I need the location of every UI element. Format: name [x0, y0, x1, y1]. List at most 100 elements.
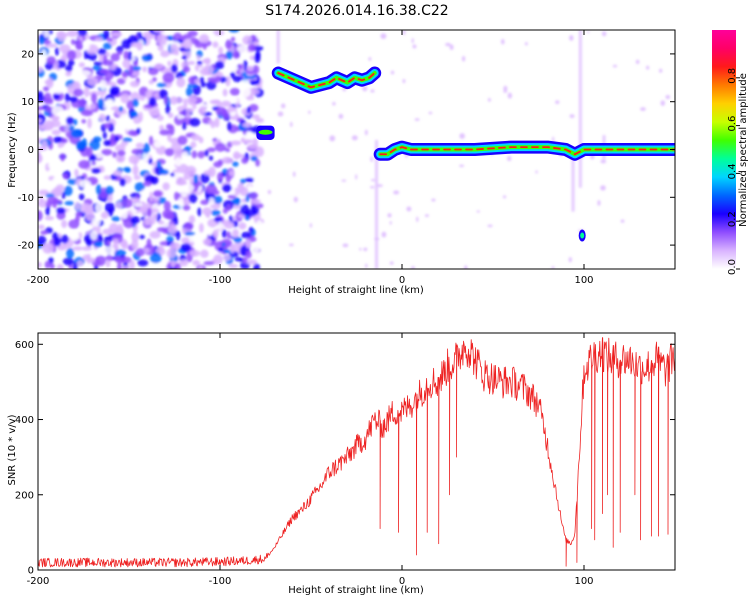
noise-speck: [131, 239, 139, 250]
noise-speck: [77, 30, 88, 37]
noise-speck: [225, 50, 233, 60]
noise-speck: [99, 79, 107, 91]
snr-y-tick-label: 200: [15, 490, 34, 501]
faint-speck: [292, 171, 296, 177]
noise-speck: [95, 184, 102, 195]
noise-speck: [242, 256, 248, 264]
noise-speck: [165, 104, 171, 115]
faint-speck: [380, 33, 387, 39]
noise-speck: [162, 182, 170, 191]
noise-speck: [72, 262, 79, 269]
noise-speck: [149, 191, 154, 203]
noise-speck: [196, 55, 201, 61]
noise-speck: [222, 208, 228, 214]
noise-speck: [156, 82, 167, 88]
noise-speck: [136, 41, 143, 51]
noise-speck: [240, 231, 252, 239]
noise-speck: [79, 97, 86, 109]
upper-branch-peak: [277, 72, 376, 89]
snr-x-tick-label: 0: [399, 576, 405, 587]
noise-speck: [38, 35, 46, 45]
noise-speck: [121, 38, 133, 49]
noise-speck: [216, 172, 224, 182]
noise-speck: [255, 159, 260, 167]
noise-speck: [86, 132, 92, 138]
faint-speck: [459, 133, 465, 139]
noise-speck: [156, 212, 161, 223]
noise-speck: [255, 117, 265, 123]
noise-speck: [202, 207, 212, 216]
noise-speck: [53, 236, 62, 247]
noise-speck: [54, 47, 60, 56]
noise-speck: [185, 112, 191, 119]
noise-speck: [67, 59, 75, 67]
noise-speck: [146, 61, 157, 68]
noise-speck: [183, 145, 193, 151]
colorbar-tick-label: 0.2: [727, 211, 738, 227]
faint-speck: [387, 213, 392, 218]
main-branch-peak: [379, 146, 675, 156]
noise-speck: [181, 55, 188, 60]
noise-speck: [177, 135, 188, 146]
noise-speck: [105, 260, 111, 268]
noise-speck: [38, 210, 43, 222]
noise-speck: [113, 170, 123, 176]
noise-speck: [83, 86, 90, 98]
noise-speck: [69, 96, 78, 103]
noise-speck: [120, 256, 132, 264]
noise-speck: [183, 98, 188, 109]
noise-speck: [154, 63, 164, 70]
noise-speck: [146, 207, 152, 218]
noise-speck: [202, 238, 212, 246]
noise-speck: [164, 148, 175, 157]
noise-speck: [202, 42, 207, 50]
noise-speck: [221, 108, 226, 115]
noise-speck: [38, 235, 47, 246]
noise-speck: [53, 87, 64, 94]
noise-speck: [218, 46, 224, 55]
noise-speck: [107, 196, 113, 202]
noise-speck: [75, 39, 82, 50]
noise-speck: [208, 131, 216, 138]
colorbar-gradient: [712, 30, 736, 269]
noise-speck: [157, 44, 164, 52]
noise-speck: [251, 114, 260, 120]
faint-speck: [665, 94, 671, 100]
noise-speck: [38, 152, 42, 163]
faint-speck: [461, 55, 466, 62]
noise-speck: [97, 98, 105, 110]
noise-speck: [143, 247, 150, 254]
noise-speck: [200, 249, 209, 258]
noise-speck: [217, 220, 223, 231]
spectrogram-y-tick-label: 10: [21, 97, 34, 108]
faint-speck: [364, 129, 368, 136]
noise-speck: [67, 178, 78, 185]
noise-speck: [131, 71, 140, 77]
noise-speck: [209, 99, 221, 105]
faint-speck: [341, 179, 347, 182]
faint-speck: [428, 111, 433, 115]
noise-speck: [182, 204, 191, 211]
noise-speck: [115, 153, 126, 163]
noise-speck: [139, 95, 146, 101]
noise-speck: [245, 74, 256, 80]
noise-speck: [244, 177, 254, 183]
noise-speck: [70, 39, 76, 46]
noise-speck: [203, 163, 210, 168]
noise-speck: [155, 145, 167, 155]
noise-speck: [119, 178, 126, 187]
noise-speck: [106, 37, 113, 42]
faint-speck: [555, 100, 560, 104]
noise-speck: [73, 118, 78, 126]
noise-speck: [229, 87, 240, 96]
noise-speck: [230, 71, 236, 79]
snr-panel: -200 -100 0 100 0 200 400 600 Height of straigh…: [7, 332, 676, 596]
noise-speck: [110, 133, 115, 144]
noise-speck: [189, 176, 194, 185]
faint-speck: [635, 59, 640, 65]
faint-speck: [368, 57, 372, 61]
faint-speck: [445, 42, 451, 47]
noise-speck: [87, 118, 92, 129]
